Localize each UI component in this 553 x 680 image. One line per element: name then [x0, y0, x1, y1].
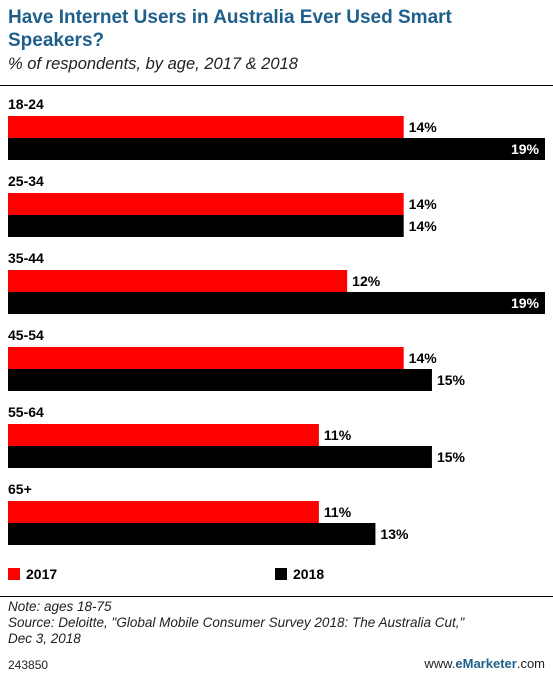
data-label-2018-35-44: 19%	[511, 295, 540, 311]
data-label-2017-45-54: 14%	[409, 350, 438, 366]
category-label-55-64: 55-64	[8, 404, 44, 420]
bar-chart: 18-24 14% 19% 25-34 14% 14% 35-44 12% 19% 45-54 14…	[8, 96, 545, 545]
data-label-2018-25-34: 14%	[409, 218, 438, 234]
category-label-35-44: 35-44	[8, 250, 44, 266]
category-label-18-24: 18-24	[8, 96, 44, 112]
data-label-2018-18-24: 19%	[511, 141, 540, 157]
data-label-2017-55-64: 11%	[324, 427, 352, 443]
brand-prefix: www.	[424, 656, 456, 671]
bar-2017-65+	[8, 501, 319, 523]
bar-2018-45-54	[8, 369, 432, 391]
bar-2018-25-34	[8, 215, 404, 237]
legend-swatch-2017	[8, 568, 20, 580]
source-line-1: Source: Deloitte, "Global Mobile Consume…	[8, 615, 465, 630]
bar-2018-65+	[8, 523, 376, 545]
chart-id: 243850	[8, 658, 49, 672]
top-divider	[0, 85, 553, 86]
legend-label-2018: 2018	[293, 566, 325, 582]
data-label-2018-55-64: 15%	[437, 449, 466, 465]
data-label-2017-25-34: 14%	[409, 196, 438, 212]
bar-2018-18-24	[8, 138, 545, 160]
category-label-25-34: 25-34	[8, 173, 44, 189]
category-label-65+: 65+	[8, 481, 32, 497]
bar-2017-45-54	[8, 347, 404, 369]
source-line-2: Dec 3, 2018	[8, 631, 81, 646]
legend-item-2017: 2017	[8, 566, 57, 582]
brand-suffix: .com	[516, 656, 545, 671]
bar-2018-55-64	[8, 446, 432, 468]
bottom-divider	[0, 596, 553, 597]
emarketer-link[interactable]: www.eMarketer.com	[424, 656, 545, 671]
brand-name: eMarketer	[455, 656, 517, 671]
category-label-45-54: 45-54	[8, 327, 44, 343]
data-label-2017-65+: 11%	[324, 504, 352, 520]
bar-2017-25-34	[8, 193, 404, 215]
legend-item-2018: 2018	[275, 566, 324, 582]
data-label-2017-35-44: 12%	[352, 273, 381, 289]
bar-2017-35-44	[8, 270, 348, 292]
bar-2017-18-24	[8, 116, 404, 138]
note: Note: ages 18-75	[8, 599, 112, 614]
data-label-2018-65+: 13%	[380, 526, 409, 542]
bar-2017-55-64	[8, 424, 319, 446]
bar-2018-35-44	[8, 292, 545, 314]
data-label-2018-45-54: 15%	[437, 372, 466, 388]
legend-label-2017: 2017	[26, 566, 58, 582]
chart-title: Have Internet Users in Australia Ever Us…	[8, 7, 452, 51]
legend-swatch-2018	[275, 568, 287, 580]
chart-subtitle: % of respondents, by age, 2017 & 2018	[8, 55, 298, 73]
data-label-2017-18-24: 14%	[409, 119, 438, 135]
